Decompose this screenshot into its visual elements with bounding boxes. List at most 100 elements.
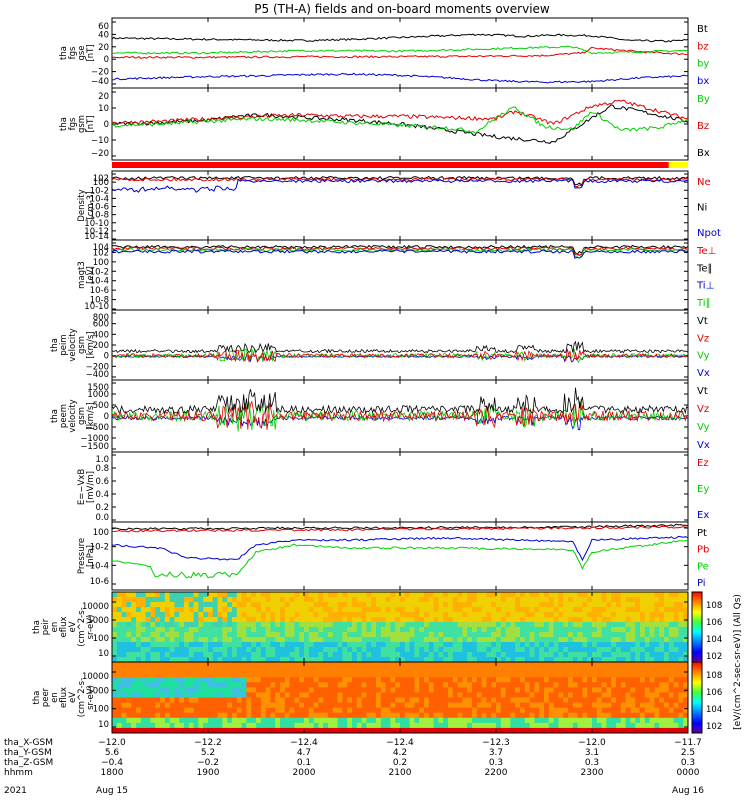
spectrogram-cell bbox=[184, 657, 190, 663]
spectrogram-cell bbox=[443, 662, 449, 668]
spectrogram-cell bbox=[673, 602, 679, 608]
density-ytick-label: 10-14 bbox=[84, 232, 109, 242]
spectrogram-cell bbox=[352, 612, 358, 618]
pressure-ytick-label: 100 bbox=[93, 528, 109, 538]
peer_en_eflux-ylabel-line: tha bbox=[32, 691, 42, 705]
peim_velocity-legend-vt: Vt bbox=[697, 316, 708, 327]
spectrogram-cell bbox=[188, 687, 194, 693]
spectrogram-cell bbox=[174, 717, 180, 724]
spectrogram-cell bbox=[356, 602, 362, 608]
spectrogram-cell bbox=[635, 727, 641, 734]
peim_velocity-legend-vy: Vy bbox=[697, 351, 710, 362]
spectrogram-cell bbox=[544, 687, 550, 693]
spectrogram-cell bbox=[476, 592, 482, 598]
spectrogram-cell bbox=[337, 702, 343, 709]
spectrogram-cell bbox=[222, 592, 228, 598]
spectrogram-cell bbox=[548, 662, 554, 668]
spectrogram-cell bbox=[208, 657, 214, 663]
spectrogram-cell bbox=[553, 672, 559, 678]
spectrogram-cell bbox=[452, 647, 458, 653]
spectrogram-cell bbox=[659, 617, 665, 623]
spectrogram-cell bbox=[313, 647, 319, 653]
spectrogram-cell bbox=[611, 622, 617, 628]
spectrogram-cell bbox=[318, 617, 324, 623]
spectrogram-cell bbox=[582, 722, 588, 729]
spectrogram-cell bbox=[452, 702, 458, 709]
spectrogram-cell bbox=[572, 667, 578, 673]
spectrogram-cell bbox=[203, 617, 209, 623]
spectrogram-cell bbox=[318, 637, 324, 643]
spectrogram-cell bbox=[400, 697, 406, 703]
spectrogram-cell bbox=[544, 672, 550, 678]
spectrogram-cell bbox=[251, 702, 257, 709]
spectrogram-cell bbox=[544, 727, 550, 734]
spectrogram-cell bbox=[611, 632, 617, 638]
spectrogram-cell bbox=[424, 672, 430, 678]
spectrogram-cell bbox=[136, 627, 142, 633]
spectrogram-cell bbox=[568, 647, 574, 653]
spectrogram-cell bbox=[534, 617, 540, 623]
spectrogram-cell bbox=[606, 642, 612, 648]
spectrogram-cell bbox=[644, 722, 650, 729]
spectrogram-cell bbox=[409, 657, 415, 663]
spectrogram-cell bbox=[376, 687, 382, 693]
spectrogram-cell bbox=[246, 702, 252, 709]
spectrogram-cell bbox=[366, 672, 372, 678]
spectrogram-cell bbox=[222, 662, 228, 668]
spectrogram-cell bbox=[630, 702, 636, 709]
spectrogram-cell bbox=[472, 602, 478, 608]
spectrogram-cell bbox=[472, 597, 478, 603]
spectrogram-cell bbox=[558, 712, 564, 719]
spectrogram-cell bbox=[582, 612, 588, 618]
spectrogram-cell bbox=[246, 717, 252, 724]
spectrogram-cell bbox=[539, 652, 545, 658]
spectrogram-cell bbox=[380, 697, 386, 703]
spectrogram-cell bbox=[323, 602, 329, 608]
spectrogram-cell bbox=[654, 637, 660, 643]
spectrogram-cell bbox=[558, 592, 564, 598]
spectrogram-cell bbox=[126, 607, 132, 613]
spectrogram-cell bbox=[356, 637, 362, 643]
magt3-ytick-label: 100 bbox=[93, 258, 109, 268]
spectrogram-cell bbox=[198, 722, 204, 729]
spectrogram-cell bbox=[472, 622, 478, 628]
spectrogram-cell bbox=[332, 677, 338, 683]
fgs_gse-series-bz bbox=[111, 46, 689, 59]
spectrogram-cell bbox=[577, 692, 583, 698]
peir_en_eflux-ytick-label: 1000 bbox=[87, 616, 109, 626]
spectrogram-cell bbox=[486, 727, 492, 734]
spectrogram-cell bbox=[155, 622, 161, 628]
spectrogram-cell bbox=[126, 597, 132, 603]
fgs_gse-legend-bz: bz bbox=[697, 41, 709, 52]
spectrogram-cell bbox=[217, 712, 223, 719]
spectrogram-cell bbox=[121, 642, 127, 648]
spectrogram-cell bbox=[337, 652, 343, 658]
spectrogram-cell bbox=[246, 682, 252, 688]
spectrogram-cell bbox=[448, 717, 454, 724]
spectrogram-cell bbox=[568, 632, 574, 638]
spectrogram-cell bbox=[462, 617, 468, 623]
spectrogram-cell bbox=[193, 697, 199, 703]
spectrogram-cell bbox=[409, 597, 415, 603]
spectrogram-cell bbox=[385, 717, 391, 724]
spectrogram-cell bbox=[380, 597, 386, 603]
xaxis-row-value: 3.1 bbox=[585, 748, 599, 758]
spectrogram-cell bbox=[572, 712, 578, 719]
spectrogram-cell bbox=[572, 612, 578, 618]
spectrogram-cell bbox=[558, 722, 564, 729]
spectrogram-cell bbox=[616, 697, 622, 703]
spectrogram-cell bbox=[524, 712, 530, 719]
spectrogram-cell bbox=[352, 667, 358, 673]
spectrogram-cell bbox=[496, 617, 502, 623]
spectrogram-cell bbox=[160, 642, 166, 648]
spectrogram-cell bbox=[208, 642, 214, 648]
spectrogram-cell bbox=[246, 722, 252, 729]
spectrogram-cell bbox=[342, 662, 348, 668]
spectrogram-cell bbox=[558, 682, 564, 688]
spectrogram-cell bbox=[198, 672, 204, 678]
spectrogram-cell bbox=[659, 727, 665, 734]
spectrogram-cell bbox=[592, 677, 598, 683]
spectrogram-cell bbox=[592, 622, 598, 628]
spectrogram-cell bbox=[284, 622, 290, 628]
spectrogram-cell bbox=[145, 647, 151, 653]
